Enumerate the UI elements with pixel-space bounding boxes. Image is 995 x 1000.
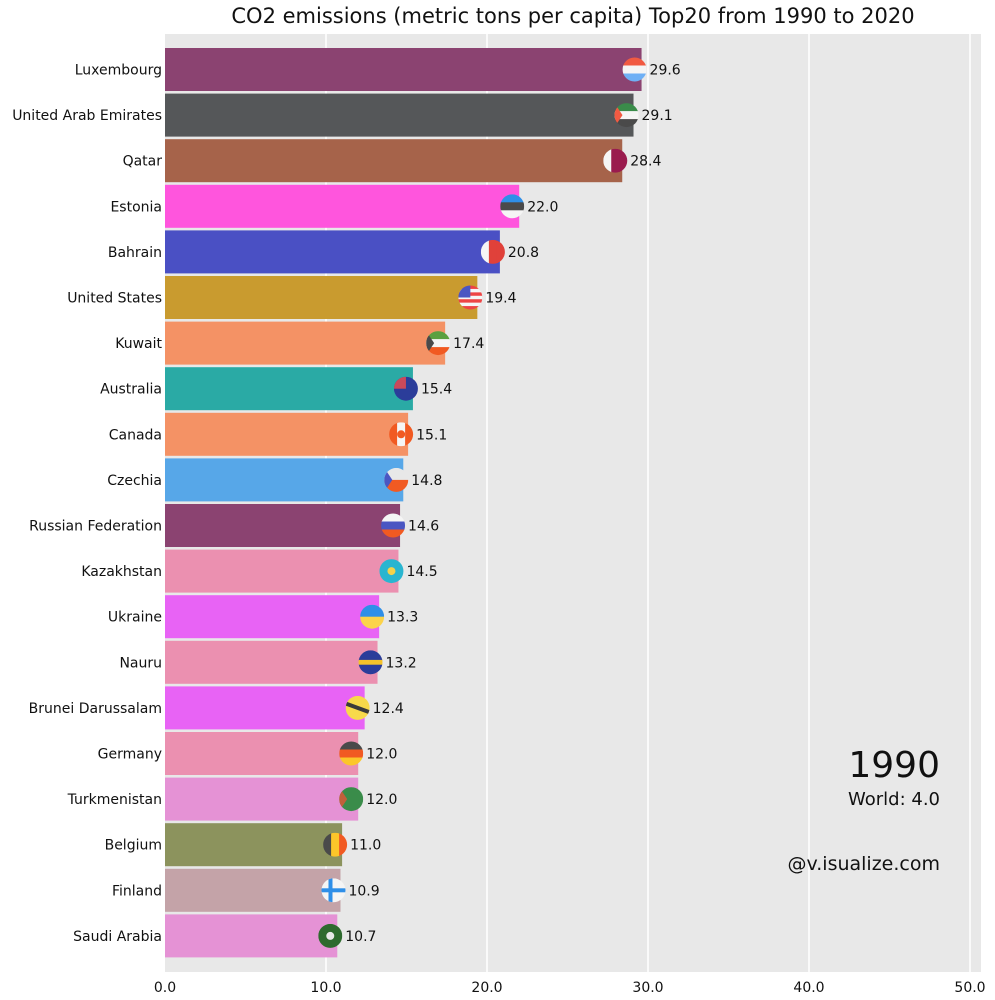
- bar: [165, 640, 378, 684]
- value-label: 13.2: [386, 655, 417, 671]
- bar: [165, 777, 359, 821]
- flag-luxembourg-icon: [622, 57, 647, 82]
- value-label: 29.1: [642, 108, 673, 124]
- flag-nauru-icon: [358, 650, 383, 675]
- category-label: Luxembourg: [75, 63, 162, 79]
- category-label: Kuwait: [115, 336, 162, 352]
- value-label: 12.4: [373, 701, 404, 717]
- category-labels: Luxembourg United Arab Emirates Qatar Eston…: [12, 63, 162, 945]
- category-label: Germany: [98, 747, 162, 763]
- value-label: 17.4: [453, 336, 484, 352]
- value-label: 11.0: [350, 838, 381, 854]
- bar: [165, 412, 409, 456]
- flag-canada-icon: [389, 422, 414, 447]
- category-label: United States: [67, 291, 162, 307]
- flag-estonia-icon: [500, 194, 525, 219]
- x-tick-label: 30.0: [632, 980, 663, 996]
- flag-uae-icon: [614, 103, 639, 128]
- bar: [165, 276, 478, 319]
- value-label: 10.7: [345, 929, 376, 945]
- bar: [165, 139, 623, 183]
- category-label: Bahrain: [108, 245, 162, 261]
- world-average-label: World: 4.0: [848, 789, 940, 810]
- value-label: 14.8: [411, 473, 442, 489]
- category-label: Finland: [112, 883, 162, 899]
- bar: [165, 184, 520, 228]
- category-label: Estonia: [110, 199, 162, 215]
- flag-finland-icon: [321, 878, 346, 903]
- flag-kazakhstan-icon: [379, 559, 404, 584]
- flags: [318, 57, 647, 948]
- bar: [165, 823, 343, 867]
- x-tick-label: 0.0: [154, 980, 176, 996]
- year-label: 1990: [848, 745, 940, 786]
- x-axis-ticks: 0.0 10.0 20.0 30.0 40.0 50.0: [154, 980, 986, 996]
- category-label: Russian Federation: [29, 519, 162, 535]
- bar: [165, 595, 380, 639]
- bar: [165, 504, 401, 547]
- bar: [165, 367, 413, 411]
- bars: [165, 48, 642, 958]
- bar: [165, 914, 338, 958]
- flag-germany-icon: [339, 741, 364, 766]
- bar: [165, 549, 399, 593]
- x-tick-label: 20.0: [471, 980, 502, 996]
- chart-title: CO2 emissions (metric tons per capita) T…: [231, 4, 915, 28]
- flag-saudi-arabia-icon: [318, 923, 343, 948]
- bar: [165, 48, 642, 91]
- x-tick-label: 10.0: [310, 980, 341, 996]
- category-label: Brunei Darussalam: [29, 701, 162, 717]
- value-label: 19.4: [485, 291, 516, 307]
- bar: [165, 230, 500, 274]
- bar: [165, 321, 446, 365]
- flag-kuwait-icon: [426, 331, 451, 356]
- value-label: 29.6: [650, 63, 681, 79]
- value-label: 22.0: [527, 199, 558, 215]
- category-label: Ukraine: [108, 610, 162, 626]
- category-label: Turkmenistan: [67, 792, 162, 808]
- value-label: 10.9: [348, 883, 379, 899]
- flag-qatar-icon: [603, 148, 628, 173]
- category-label: Kazakhstan: [81, 564, 162, 580]
- value-label: 15.4: [421, 382, 452, 398]
- bar: [165, 686, 365, 730]
- flag-russia-icon: [381, 513, 406, 538]
- category-label: Australia: [100, 382, 162, 398]
- flag-bahrain-icon: [480, 239, 505, 264]
- x-tick-label: 50.0: [954, 980, 985, 996]
- flag-brunei-icon: [345, 695, 370, 720]
- value-label: 28.4: [630, 154, 661, 170]
- category-label: Saudi Arabia: [73, 929, 162, 945]
- category-label: Qatar: [123, 154, 163, 170]
- bar: [165, 458, 404, 502]
- category-label: Nauru: [119, 655, 162, 671]
- category-label: Belgium: [105, 838, 162, 854]
- flag-ukraine-icon: [360, 604, 385, 629]
- value-labels: 29.6 29.1 28.4 22.0 20.8 19.4 17.4 15.4 15.1 14.8…: [345, 63, 681, 945]
- value-label: 12.0: [366, 792, 397, 808]
- category-label: Czechia: [107, 473, 162, 489]
- value-label: 14.5: [406, 564, 437, 580]
- x-tick-label: 40.0: [793, 980, 824, 996]
- flag-czechia-icon: [384, 467, 409, 492]
- value-label: 12.0: [366, 747, 397, 763]
- credit-label: @v.isualize.com: [787, 853, 940, 875]
- bar: [165, 732, 359, 775]
- bar: [165, 93, 634, 137]
- category-label: Canada: [109, 427, 162, 443]
- flag-turkmenistan-icon: [339, 787, 364, 812]
- bar: [165, 868, 341, 912]
- category-label: United Arab Emirates: [12, 108, 162, 124]
- flag-belgium-icon: [323, 832, 348, 857]
- value-label: 14.6: [408, 519, 439, 535]
- value-label: 13.3: [387, 610, 418, 626]
- value-label: 20.8: [508, 245, 539, 261]
- value-label: 15.1: [416, 427, 447, 443]
